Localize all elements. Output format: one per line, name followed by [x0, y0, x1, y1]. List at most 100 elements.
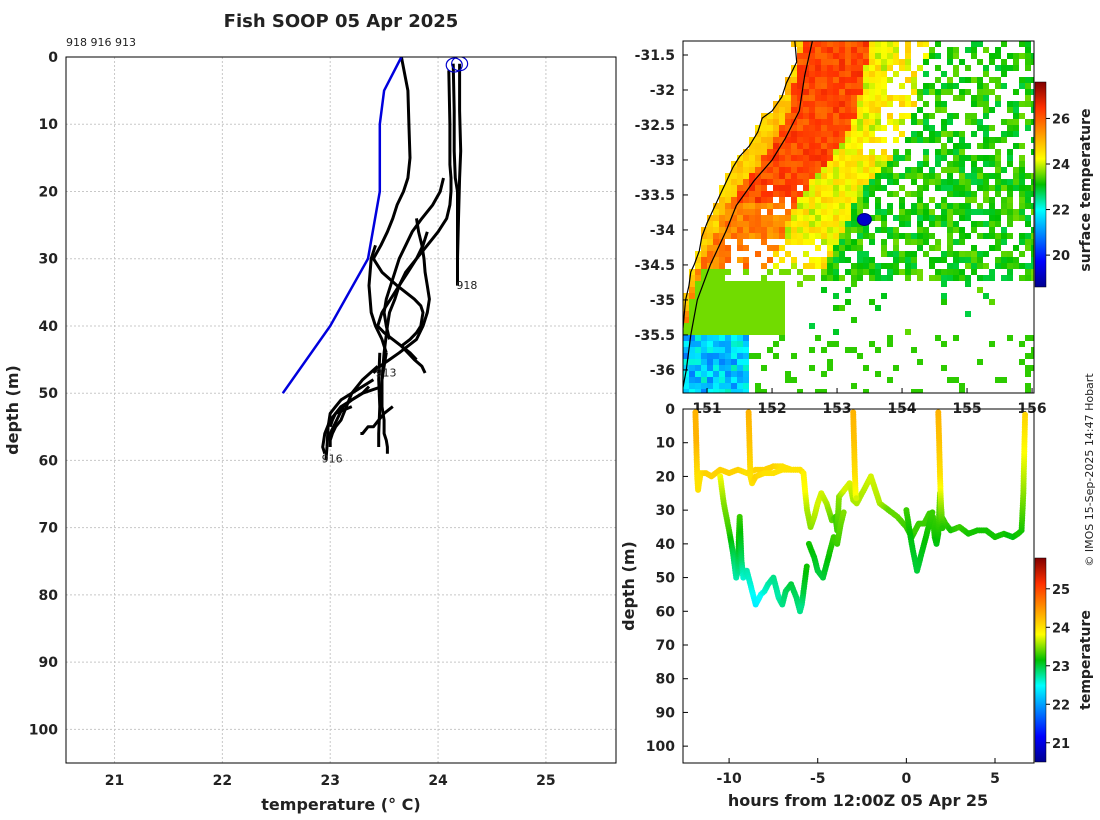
sst-cell [737, 191, 743, 197]
sst-cell [905, 221, 911, 227]
sst-cell [767, 203, 773, 209]
sst-cell [893, 95, 899, 101]
sst-cell [839, 119, 845, 125]
sst-cell [683, 383, 689, 389]
sst-cell [989, 245, 995, 251]
sst-cell [719, 263, 725, 269]
sst-cell [737, 353, 743, 359]
sst-cell [869, 155, 875, 161]
sst-cell [707, 383, 713, 389]
sst-cell [953, 131, 959, 137]
timeseries-point [939, 525, 946, 532]
sst-cell [755, 137, 761, 143]
sst-cell [773, 215, 779, 221]
sst-cell [1025, 335, 1031, 341]
sst-cell [731, 191, 737, 197]
sst-cell [797, 239, 803, 245]
sst-cell [791, 233, 797, 239]
sst-cell [1019, 191, 1025, 197]
sst-cell [713, 383, 719, 389]
sst-cell [1019, 53, 1025, 59]
sst-cell [923, 149, 929, 155]
sst-cell [887, 119, 893, 125]
sst-cell [983, 137, 989, 143]
sst-cell [749, 167, 755, 173]
sst-cell [731, 173, 737, 179]
sst-cell [863, 59, 869, 65]
sst-cell [803, 143, 809, 149]
sst-cell [995, 101, 1001, 107]
sst-cell [905, 329, 911, 335]
sst-cell [1007, 65, 1013, 71]
sst-cell [791, 167, 797, 173]
sst-cell [887, 113, 893, 119]
sst-cell [983, 65, 989, 71]
sst-cell [755, 161, 761, 167]
sst-cell [683, 305, 689, 311]
sst-cell [809, 113, 815, 119]
sst-cell [809, 197, 815, 203]
sst-cell [827, 269, 833, 275]
sst-cell [815, 191, 821, 197]
sst-cell [725, 197, 731, 203]
sst-cell [935, 335, 941, 341]
sst-cell [875, 347, 881, 353]
sst-cell [941, 71, 947, 77]
sst-cell [947, 167, 953, 173]
sst-cell [857, 173, 863, 179]
sst-cell [995, 239, 1001, 245]
sst-cell [953, 275, 959, 281]
sst-cell [941, 215, 947, 221]
sst-cell [701, 347, 707, 353]
sst-cell [1007, 161, 1013, 167]
sst-cell [1007, 221, 1013, 227]
sst-cell [1025, 41, 1031, 47]
sst-cell [1007, 191, 1013, 197]
sst-cell [857, 149, 863, 155]
sst-cell [785, 83, 791, 89]
sst-cell [713, 359, 719, 365]
sst-cell [995, 377, 1001, 383]
sst-cell [1013, 107, 1019, 113]
sst-cell [809, 221, 815, 227]
sst-cell [1025, 119, 1031, 125]
sst-cell [743, 341, 749, 347]
sst-cell [803, 47, 809, 53]
sst-cell [977, 263, 983, 269]
sst-cell [839, 245, 845, 251]
sst-cell [719, 197, 725, 203]
sst-cell [929, 215, 935, 221]
sst-cell [767, 179, 773, 185]
fish-ids-header: 918 916 913 [66, 36, 136, 49]
sst-cell [1007, 53, 1013, 59]
sst-cell [947, 233, 953, 239]
profile-xtick: 21 [105, 773, 124, 789]
sst-cell [881, 221, 887, 227]
sst-cell [947, 221, 953, 227]
sst-cell [863, 389, 869, 393]
sst-cell [743, 209, 749, 215]
sst-cell [875, 95, 881, 101]
sst-cell [875, 65, 881, 71]
sst-cell [731, 335, 737, 341]
sst-cell [707, 359, 713, 365]
sst-cell [791, 203, 797, 209]
sst-cell [893, 173, 899, 179]
sst-cell [941, 155, 947, 161]
sst-cell [845, 209, 851, 215]
sst-cell [737, 311, 743, 317]
sst-cell [731, 179, 737, 185]
sst-cell [815, 161, 821, 167]
sst-cell [743, 335, 749, 341]
sst-cell [737, 185, 743, 191]
sst-cell [701, 359, 707, 365]
sst-cell [725, 185, 731, 191]
sst-cell [995, 155, 1001, 161]
sst-cell [845, 95, 851, 101]
sst-cell [989, 227, 995, 233]
sst-cell [695, 311, 701, 317]
sst-cell [701, 275, 707, 281]
sst-cell [767, 161, 773, 167]
sst-cell [785, 251, 791, 257]
sst-cell [965, 119, 971, 125]
